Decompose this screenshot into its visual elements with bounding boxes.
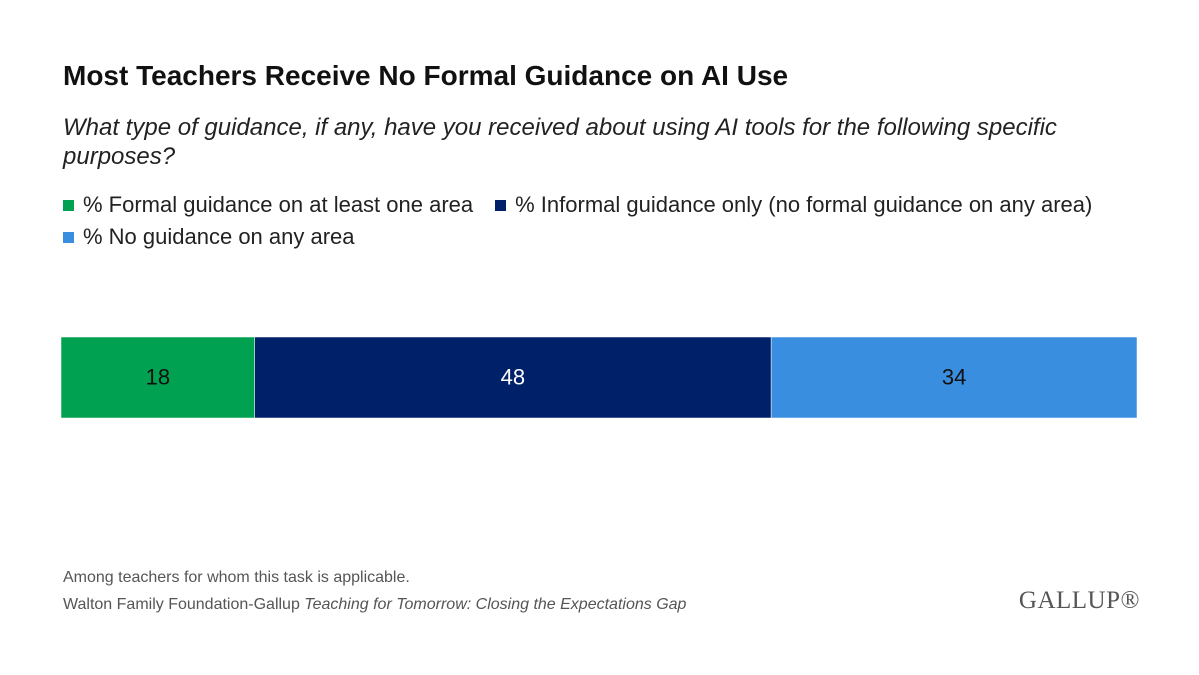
legend-swatch: [63, 231, 74, 243]
source-title: Teaching for Tomorrow: Closing the Expec…: [304, 596, 687, 613]
data-label: 34: [942, 364, 966, 389]
legend-label: % No guidance on any area: [83, 224, 355, 249]
chart-title: Most Teachers Receive No Formal Guidance…: [63, 60, 789, 91]
legend-item: % Informal guidance only (no formal guid…: [495, 192, 1092, 218]
legend: % Formal guidance on at least one area % …: [63, 192, 1143, 250]
chart: 18 48 34: [60, 336, 1138, 419]
chart-subtitle: What type of guidance, if any, have you …: [63, 114, 1057, 170]
source: Walton Family Foundation-Gallup Teaching…: [63, 596, 686, 614]
data-label: 48: [501, 364, 525, 389]
logo: GALLUP®: [1018, 587, 1140, 614]
data-label: 18: [146, 364, 170, 389]
legend-item: % No guidance on any area: [63, 224, 355, 250]
legend-item: % Formal guidance on at least one area: [63, 192, 473, 218]
legend-swatch: [63, 199, 74, 211]
bar-segment: [770, 336, 1138, 419]
source-text: Walton Family Foundation-Gallup: [63, 596, 300, 613]
bar-segment: [60, 336, 255, 419]
legend-swatch: [495, 199, 507, 211]
note: Among teachers for whom this task is app…: [63, 569, 410, 586]
bar-segment: [254, 336, 772, 419]
legend-label: % Formal guidance on at least one area: [83, 192, 474, 217]
legend-label: % Informal guidance only (no formal guid…: [515, 192, 1093, 217]
